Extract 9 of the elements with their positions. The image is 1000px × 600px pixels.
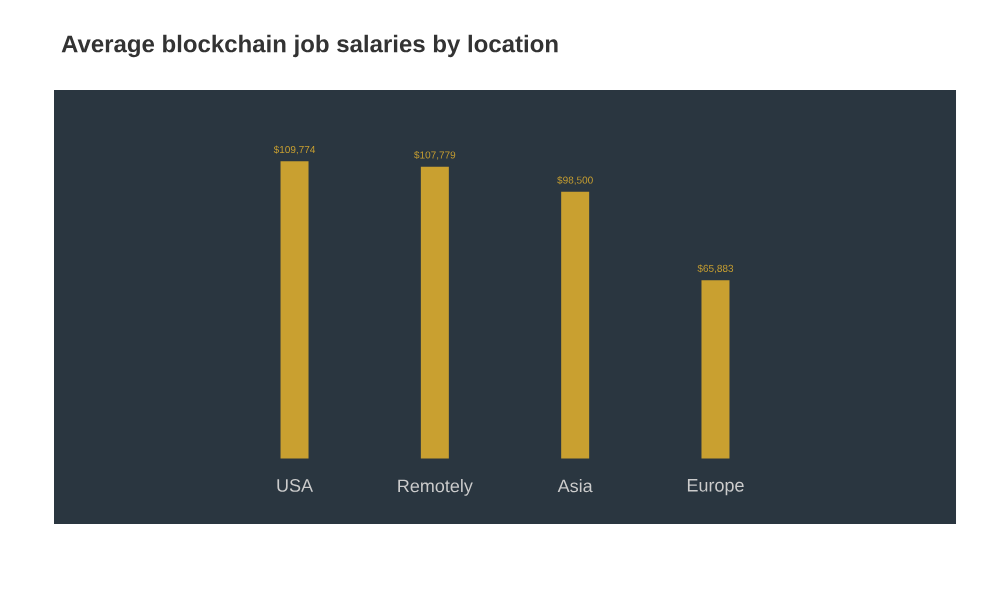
bar (701, 280, 730, 459)
bar (561, 191, 590, 459)
x-tick-label: Europe (687, 479, 744, 496)
x-tick-label: Asia (557, 479, 593, 493)
bar (280, 161, 309, 459)
x-tick-label: USA (277, 479, 314, 492)
chart-title: Average blockchain job salaries by location (61, 34, 558, 58)
x-tick-label: Remotely (398, 479, 473, 496)
bar (420, 166, 449, 459)
